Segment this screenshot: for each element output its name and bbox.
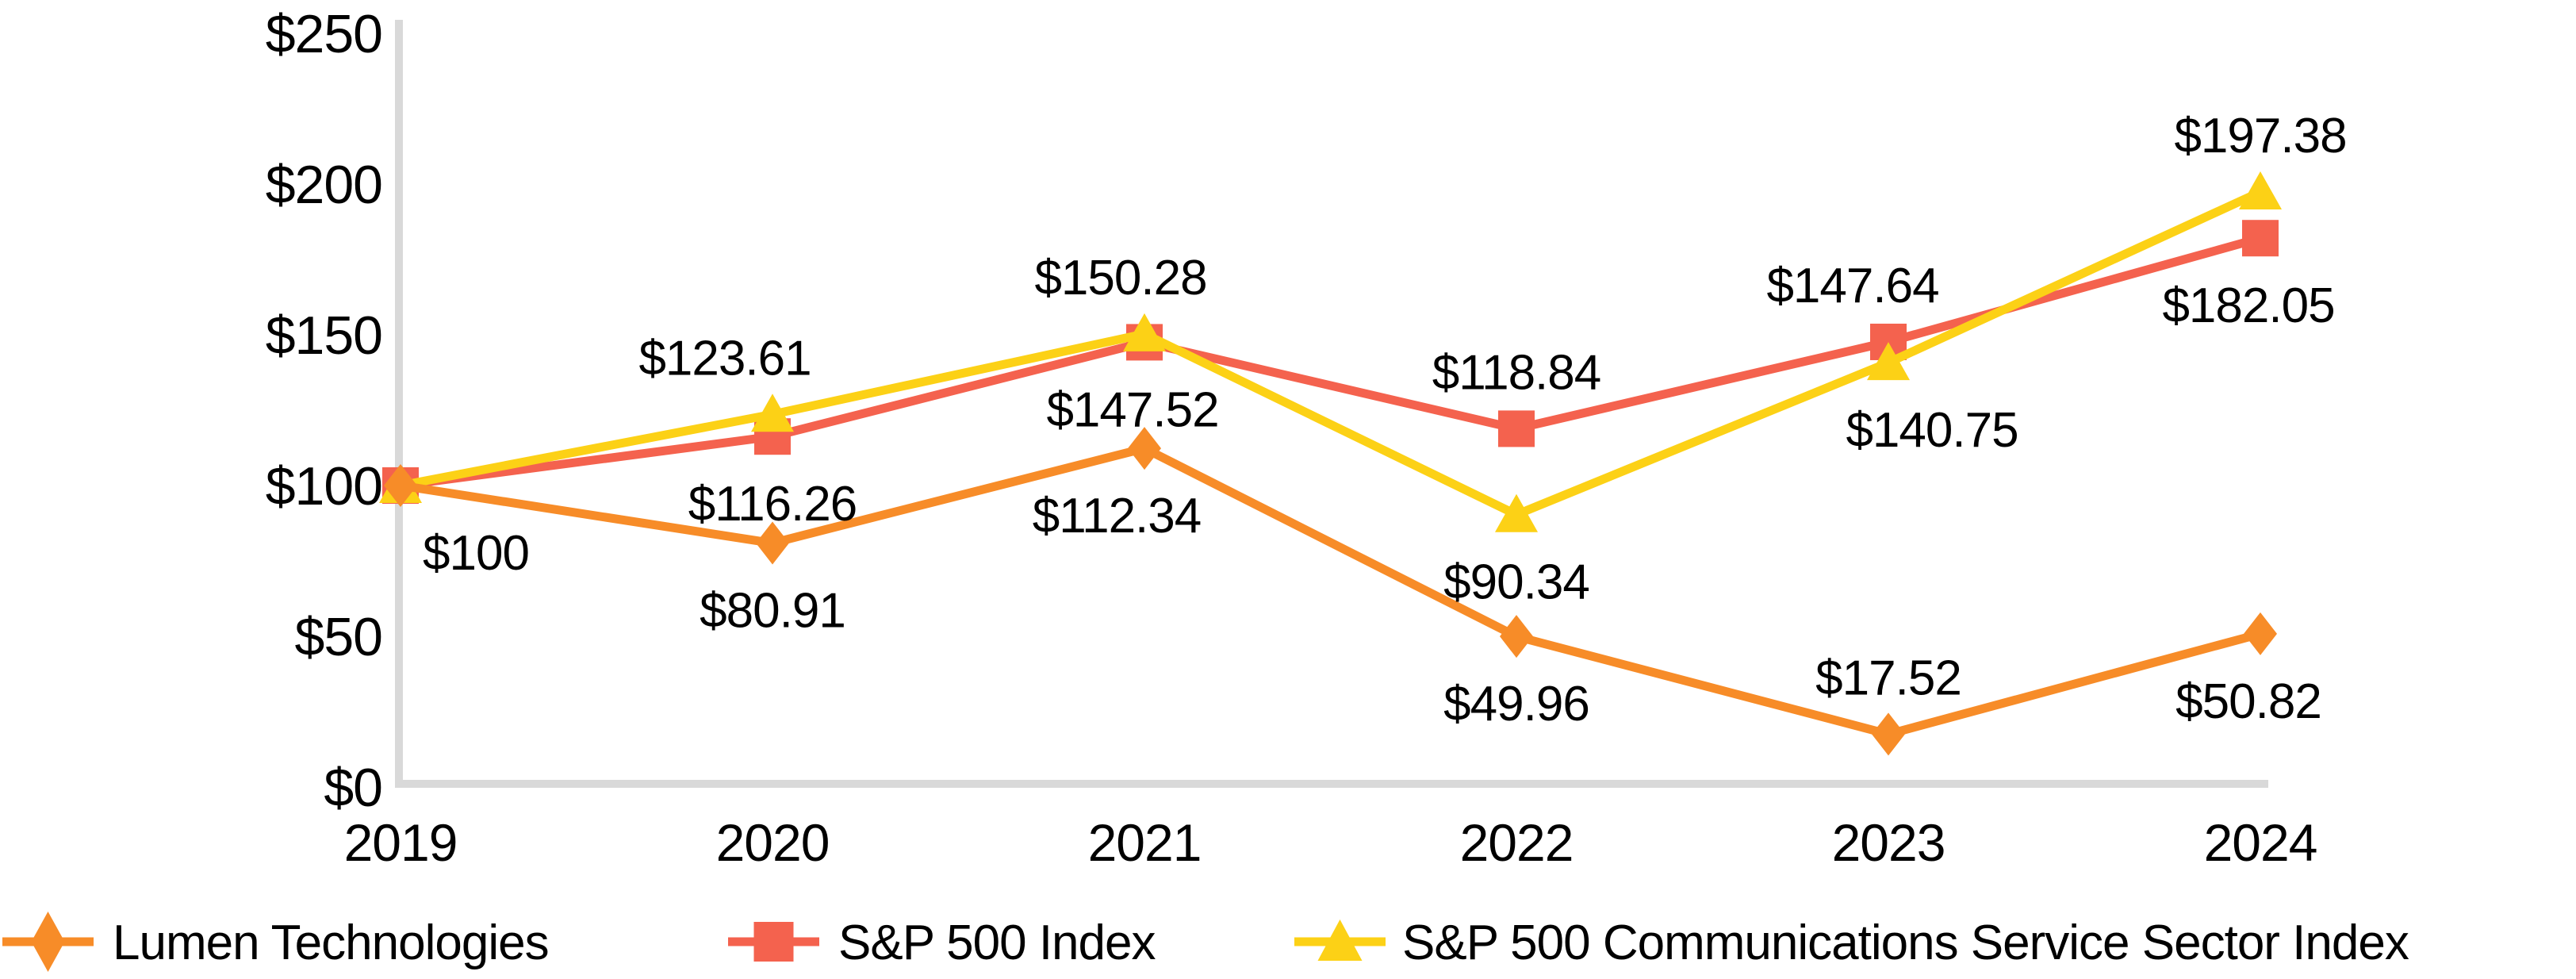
data-label-s-p-500-index: $147.52 — [1046, 382, 1218, 437]
series-marker-s-p-500-communications-service-sector-index — [1867, 342, 1910, 381]
data-label-s-p-500-communications-service-sector-index: $150.28 — [1034, 251, 1206, 305]
series-line-lumen-technologies — [400, 443, 2262, 739]
y-tick-label: $200 — [266, 155, 382, 215]
x-tick-label: 2019 — [344, 813, 458, 872]
series-line-s-p-500-communications-service-sector-index — [399, 187, 2263, 520]
series-marker-s-p-500-index — [2242, 220, 2279, 257]
data-label-lumen-technologies: $80.91 — [700, 584, 845, 639]
data-label-s-p-500-index: $118.84 — [1432, 345, 1601, 400]
legend-label-s-p-500-index: S&P 500 Index — [838, 916, 1156, 970]
data-label-s-p-500-communications-service-sector-index: $140.75 — [1846, 403, 2018, 458]
series-marker-lumen-technologies — [756, 521, 789, 565]
x-tick-label: 2022 — [1460, 813, 1574, 872]
legend-square-icon — [753, 922, 794, 962]
data-label-s-p-500-communications-service-sector-index: $197.38 — [2174, 109, 2346, 163]
series-marker-s-p-500-communications-service-sector-index — [751, 394, 794, 432]
series-marker-s-p-500-communications-service-sector-index — [1123, 313, 1166, 351]
legend-item-s-p-500-communications-service-sector-index: S&P 500 Communications Service Sector In… — [1294, 916, 2410, 970]
series-marker-s-p-500-communications-service-sector-index — [1495, 493, 1538, 532]
legend-label-lumen-technologies: Lumen Technologies — [113, 916, 549, 970]
data-label-lumen-technologies: $50.82 — [2175, 674, 2321, 729]
series-marker-lumen-technologies — [2244, 612, 2277, 655]
legend-diamond-icon — [31, 912, 65, 972]
y-tick-label: $0 — [324, 758, 382, 818]
y-tick-label: $100 — [266, 456, 382, 516]
data-label-s-p-500-communications-service-sector-index: $123.61 — [638, 331, 811, 386]
y-tick-label: $250 — [266, 4, 382, 64]
data-label-lumen-technologies: $17.52 — [1815, 651, 1961, 705]
y-tick-label: $50 — [295, 607, 382, 667]
series-marker-s-p-500-index — [1498, 410, 1535, 447]
series-line-s-p-500-index — [400, 233, 2262, 490]
series-marker-lumen-technologies — [1128, 427, 1161, 470]
x-tick-label: 2020 — [716, 813, 830, 872]
x-tick-label: 2021 — [1088, 813, 1202, 872]
series-marker-lumen-technologies — [1500, 615, 1533, 658]
x-tick-label: 2024 — [2204, 813, 2317, 872]
data-label-s-p-500-index: $147.64 — [1766, 259, 1938, 313]
legend-item-s-p-500-index: S&P 500 Index — [728, 916, 1157, 970]
legend-item-lumen-technologies: Lumen Technologies — [2, 916, 550, 970]
data-label-lumen-technologies: $112.34 — [1033, 489, 1202, 543]
series-marker-s-p-500-communications-service-sector-index — [2239, 171, 2282, 209]
series-marker-lumen-technologies — [1872, 712, 1905, 756]
data-label-s-p-500-index: $182.05 — [2162, 278, 2334, 333]
legend-triangle-icon — [1317, 919, 1363, 961]
data-label-s-p-500-index: $116.26 — [688, 477, 857, 532]
data-label-lumen-technologies: $49.96 — [1443, 677, 1589, 731]
series-marker-lumen-technologies — [384, 464, 417, 507]
data-label-lumen-technologies: $100 — [423, 526, 529, 581]
data-label-s-p-500-communications-service-sector-index: $90.34 — [1443, 555, 1589, 610]
legend-label-s-p-500-communications-service-sector-index: S&P 500 Communications Service Sector In… — [1402, 916, 2409, 970]
y-tick-label: $150 — [266, 305, 382, 366]
x-tick-label: 2023 — [1832, 813, 1945, 872]
